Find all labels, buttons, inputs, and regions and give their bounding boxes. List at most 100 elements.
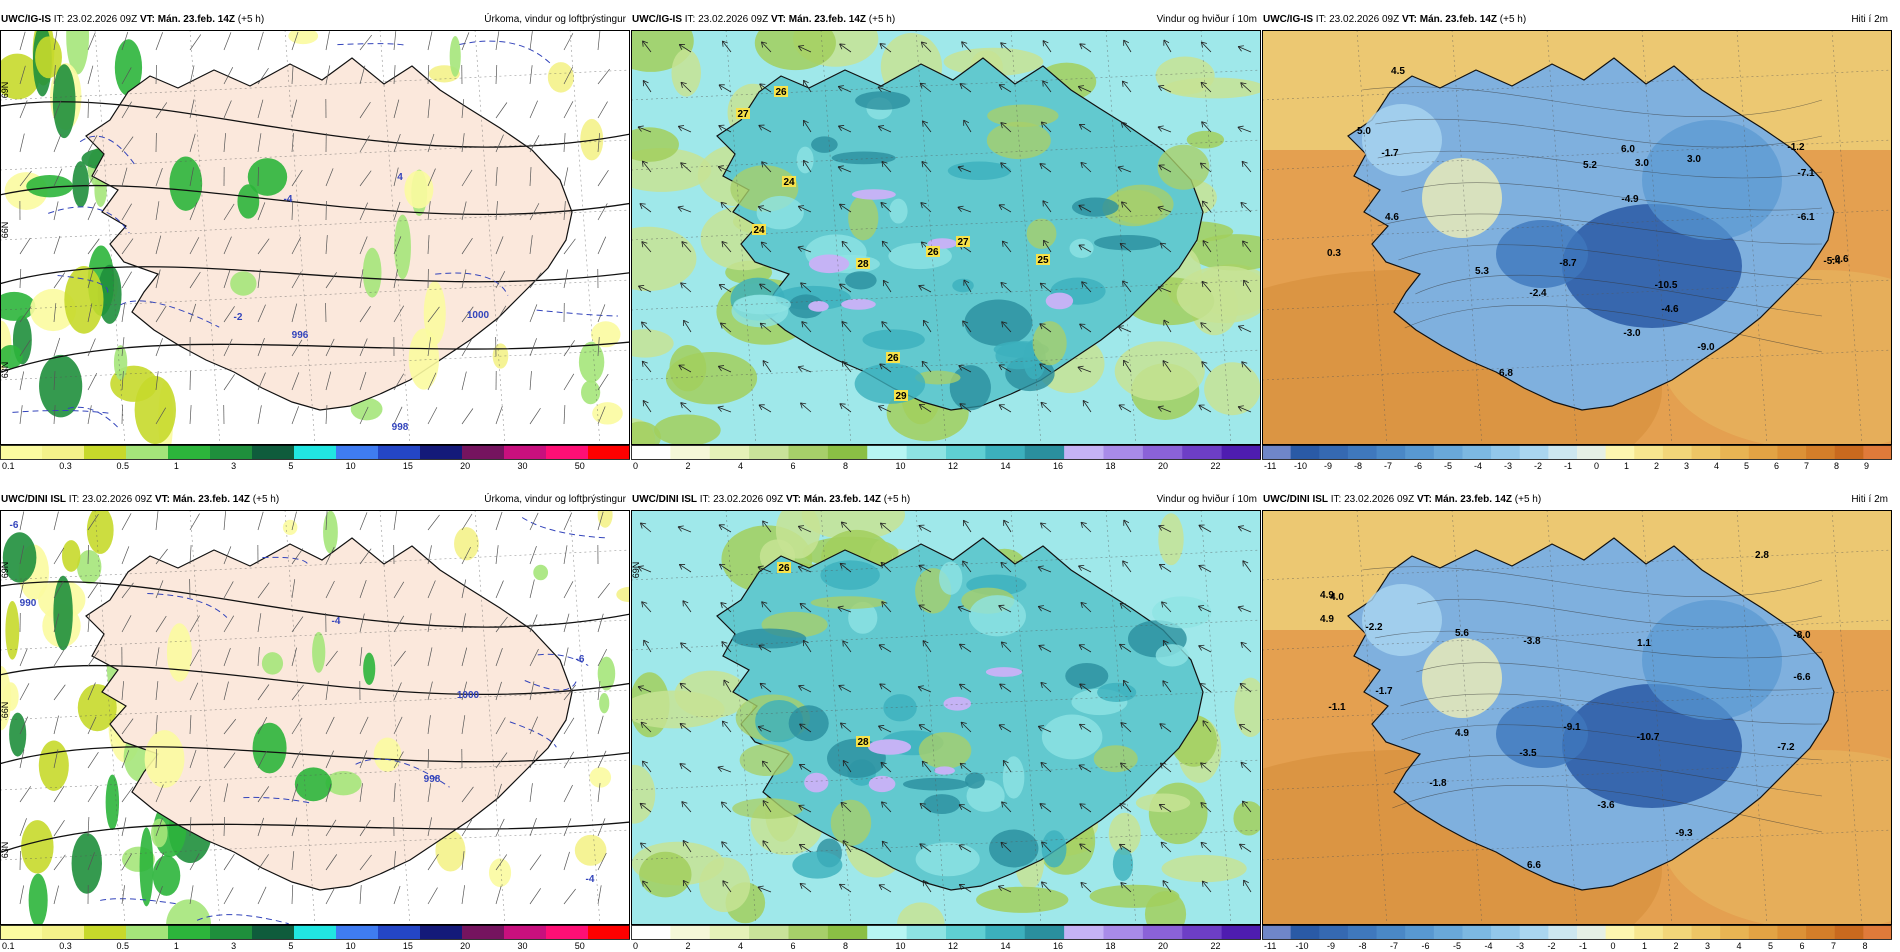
vt-label: VT: bbox=[770, 14, 786, 25]
gust-value: 26 bbox=[775, 87, 787, 98]
colorbar: 0.1 0.3 0.5 1 3 5 10 15 20 30 50 bbox=[0, 925, 630, 951]
colorbar-tick-label: 4 bbox=[738, 461, 743, 471]
map-canvas: -6 990 -4 -6 1000 998 -4 69N 66N 63N bbox=[0, 510, 630, 925]
model-name: UWC/DINI ISL bbox=[1263, 494, 1328, 505]
colorbar-swatch bbox=[462, 925, 505, 939]
colorbar-swatch bbox=[378, 925, 421, 939]
colorbar-swatches bbox=[1262, 445, 1892, 459]
init-time: 23.02.2026 09Z bbox=[1329, 14, 1400, 25]
colorbar-swatch bbox=[946, 445, 986, 459]
temperature-label: 2.8 bbox=[1755, 550, 1769, 561]
colorbar-tick-label: 6 bbox=[791, 461, 796, 471]
gust-value: 27 bbox=[737, 109, 749, 120]
colorbar-swatch bbox=[294, 445, 337, 459]
vt-label: VT: bbox=[154, 494, 170, 505]
contour-label: 4 bbox=[397, 172, 403, 183]
colorbar-swatches bbox=[631, 445, 1261, 459]
valid-time: Mán. 23.feb. 14Z bbox=[803, 494, 881, 505]
contour-label: 990 bbox=[20, 598, 37, 609]
colorbar-swatch bbox=[1462, 925, 1492, 939]
lead-time: (+5 h) bbox=[1514, 494, 1542, 505]
colorbar-swatch bbox=[827, 445, 868, 459]
colorbar-tick-label: -3 bbox=[1504, 461, 1512, 471]
map-panel-dini-precip: UWC/DINI ISL IT: 23.02.2026 09Z VT: Mán.… bbox=[0, 492, 630, 952]
model-name: UWC/IG-IS bbox=[1263, 14, 1313, 25]
colorbar-tick-label: 5 bbox=[1744, 461, 1749, 471]
contour-label: -4 bbox=[332, 616, 341, 627]
colorbar-swatch bbox=[420, 925, 463, 939]
colorbar-tick-label: -7 bbox=[1390, 941, 1398, 951]
contour-label: 1000 bbox=[467, 310, 490, 321]
colorbar-swatch bbox=[1662, 925, 1693, 939]
colorbar-swatch bbox=[749, 445, 789, 459]
map-view: 4.5 5.0 -1.7 5.2 6.0 3.0 3.0 -1.2 -7.1 4.6 -4.9 -6.… bbox=[1262, 30, 1892, 445]
colorbar-tick-label: 0 bbox=[1611, 941, 1616, 951]
temperature-label: 6.8 bbox=[1499, 368, 1513, 379]
colorbar-swatch bbox=[1376, 445, 1406, 459]
gust-value: 26 bbox=[778, 563, 790, 574]
colorbar: -11 -10 -9 -8 -7 -6 -5 -4 -3 -2 -1 0 1 2 3 4 5 6 7 8 9 bbox=[1262, 445, 1892, 471]
colorbar-swatch bbox=[504, 445, 547, 459]
temperature-label: -0.6 bbox=[1831, 254, 1849, 265]
colorbar-tick-label: 4 bbox=[1714, 461, 1719, 471]
init-time: 23.02.2026 09Z bbox=[67, 14, 138, 25]
colorbar-tick-label: -4 bbox=[1474, 461, 1482, 471]
temperature-label: 4.9 bbox=[1320, 590, 1334, 601]
temperature-label: -3.8 bbox=[1523, 636, 1541, 647]
colorbar-swatch bbox=[546, 445, 589, 459]
colorbar-tick-label: 3 bbox=[231, 461, 236, 471]
colorbar-tick-label: 4 bbox=[738, 941, 743, 951]
temperature-label: -2.4 bbox=[1529, 288, 1547, 299]
colorbar-tick-label: -11 bbox=[1264, 461, 1276, 471]
temperature-label: -6.1 bbox=[1797, 212, 1815, 223]
map-canvas: -4 -2 4 998 1000 996 69N 66N 63N bbox=[0, 30, 630, 445]
temperature-label: -10.7 bbox=[1637, 732, 1660, 743]
contour-label: 998 bbox=[424, 774, 441, 785]
colorbar-tick-label: -1 bbox=[1564, 461, 1572, 471]
temperature-label: -1.2 bbox=[1787, 142, 1805, 153]
colorbar-tick-label: 20 bbox=[1158, 461, 1168, 471]
contour-label: -6 bbox=[10, 520, 19, 531]
colorbar-tick-label: 0 bbox=[633, 461, 638, 471]
valid-time: Mán. 23.feb. 14Z bbox=[788, 14, 866, 25]
it-label: IT: bbox=[68, 494, 80, 505]
temperature-label: -10.5 bbox=[1655, 280, 1678, 291]
latitude-label: 69N bbox=[0, 562, 10, 579]
map-view: 26 28 69N bbox=[631, 510, 1261, 925]
gust-label: 29 bbox=[894, 390, 908, 402]
map-panel-dini-wind: UWC/DINI ISL IT: 23.02.2026 09Z VT: Mán.… bbox=[631, 492, 1261, 952]
gust-value: 26 bbox=[887, 353, 899, 364]
colorbar-canvas: -11 -10 -9 -8 -7 -6 -5 -4 -3 -2 -1 0 1 2 3 4 5 6 7 8 9 bbox=[1262, 445, 1892, 471]
colorbar-tick-label: 12 bbox=[948, 941, 958, 951]
colorbar-swatch bbox=[1720, 925, 1750, 939]
colorbar-swatch bbox=[670, 445, 711, 459]
latitude-label: 63N bbox=[0, 362, 10, 379]
colorbar-tick-label: 22 bbox=[1211, 461, 1221, 471]
colorbar-swatch bbox=[1433, 925, 1463, 939]
run-info: UWC/IG-IS IT: 23.02.2026 09Z VT: Mán. 23… bbox=[1263, 12, 1526, 28]
colorbar-swatch bbox=[985, 445, 1026, 459]
colorbar-swatch bbox=[336, 925, 379, 939]
init-time: 23.02.2026 09Z bbox=[698, 14, 769, 25]
colorbar-swatch bbox=[252, 925, 295, 939]
colorbar-swatch bbox=[504, 925, 547, 939]
temperature-label: -1.7 bbox=[1375, 686, 1393, 697]
run-info: UWC/IG-IS IT: 23.02.2026 09Z VT: Mán. 23… bbox=[632, 12, 895, 28]
colorbar-swatch bbox=[1634, 445, 1664, 459]
map-panel-igis-temp: UWC/IG-IS IT: 23.02.2026 09Z VT: Mán. 23… bbox=[1262, 12, 1892, 472]
temperature-label: 6.6 bbox=[1527, 860, 1541, 871]
map-view: 4.9 2.8 4.0 4.9 -2.2 5.6 -3.8 1.1 -8.0 -1.7 -6.6 -1… bbox=[1262, 510, 1892, 925]
colorbar-swatch bbox=[1548, 925, 1578, 939]
colorbar-swatch bbox=[462, 445, 505, 459]
colorbar-swatch bbox=[827, 925, 868, 939]
temperature-label: 1.1 bbox=[1637, 638, 1651, 649]
temperature-label: 4.9 bbox=[1455, 728, 1469, 739]
gust-label: 28 bbox=[856, 258, 870, 270]
gust-label: 25 bbox=[1036, 254, 1050, 266]
init-time: 23.02.2026 09Z bbox=[1344, 494, 1415, 505]
panel-header: UWC/DINI ISL IT: 23.02.2026 09Z VT: Mán.… bbox=[631, 492, 1261, 508]
colorbar-tick-label: 2 bbox=[686, 941, 691, 951]
it-label: IT: bbox=[1330, 494, 1342, 505]
temperature-label: -3.6 bbox=[1597, 800, 1615, 811]
colorbar-swatch bbox=[1748, 445, 1778, 459]
